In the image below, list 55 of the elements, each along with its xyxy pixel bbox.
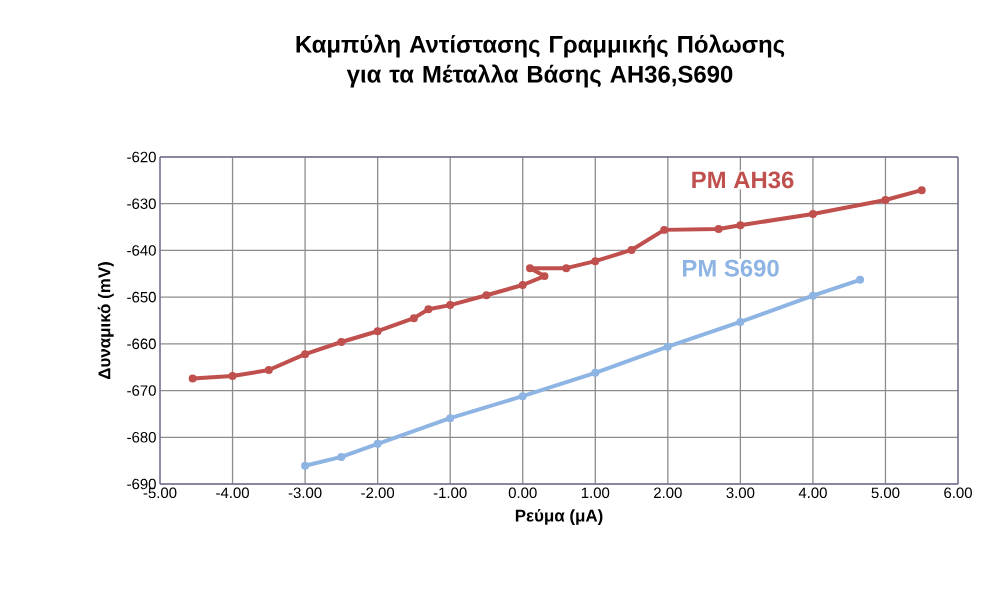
x-tick-label: -3.00 — [288, 487, 322, 499]
y-tick-label: -650 — [127, 291, 156, 303]
y-tick-label: -680 — [127, 431, 156, 443]
point — [301, 350, 310, 359]
point — [917, 186, 926, 195]
series-label: PM AH36 — [692, 171, 794, 189]
y-tick-label: -640 — [127, 245, 156, 256]
point — [540, 272, 549, 281]
point — [660, 225, 669, 234]
point — [482, 291, 491, 300]
x-tick-label: 0.00 — [508, 487, 537, 499]
point — [627, 245, 636, 254]
x-tick-label: -4.00 — [216, 487, 249, 499]
y-tick-label: -660 — [127, 338, 156, 350]
point — [228, 372, 237, 381]
point — [446, 301, 455, 310]
series-label: PM S690 — [683, 259, 779, 277]
point — [808, 210, 817, 218]
point — [736, 221, 745, 230]
point — [424, 305, 433, 314]
point — [881, 195, 890, 204]
point — [301, 461, 310, 470]
point — [736, 317, 745, 326]
point — [409, 314, 418, 323]
x-tick-label: 4.00 — [798, 487, 827, 499]
point — [856, 275, 865, 284]
point — [337, 452, 346, 461]
point — [446, 414, 455, 423]
x-tick-label: 6.00 — [944, 487, 972, 499]
point — [337, 338, 346, 346]
x-tick-label: 5.00 — [871, 487, 900, 499]
point — [714, 224, 723, 233]
y-axis-title: Δυναμικό (mV) — [97, 262, 114, 380]
point — [518, 281, 527, 289]
point — [518, 392, 527, 401]
point — [373, 327, 382, 336]
point — [591, 257, 600, 266]
point — [663, 342, 672, 351]
y-tick-label: -630 — [127, 198, 156, 209]
y-tick-label: -620 — [127, 151, 156, 163]
x-tick-label: -1.00 — [433, 487, 467, 499]
x-axis-title: Ρεύμα (μA) — [515, 508, 603, 525]
point — [188, 374, 197, 383]
chart-title: Καμπύλη Αντίστασης Γραμμικής Πόλωσης για τα Μέταλλα Βάσης AH36,S690 — [296, 34, 785, 88]
point — [526, 264, 534, 273]
point — [373, 439, 382, 448]
x-tick-label: -2.00 — [361, 487, 395, 499]
point — [591, 368, 600, 377]
point — [562, 264, 571, 273]
x-tick-label: 3.00 — [726, 487, 755, 499]
point — [264, 366, 273, 375]
x-tick-label: 2.00 — [654, 487, 682, 499]
y-tick-label: -670 — [127, 385, 156, 396]
x-tick-label: 1.00 — [581, 487, 610, 499]
point — [808, 291, 817, 300]
